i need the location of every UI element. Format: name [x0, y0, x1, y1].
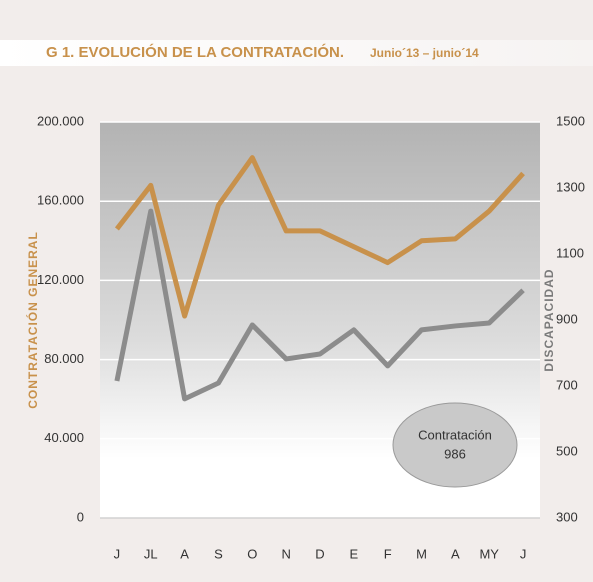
y2-axis-label: DISCAPACIDAD	[542, 268, 556, 371]
y-tick-label: 160.000	[37, 193, 84, 208]
x-tick-label: N	[281, 546, 290, 561]
y2-tick-label: 500	[556, 443, 578, 458]
series-line	[114, 155, 525, 319]
y2-tick-label: 900	[556, 311, 578, 326]
y-tick-label: 200.000	[37, 113, 84, 128]
x-tick-label: A	[180, 546, 189, 561]
y2-tick-label: 1300	[556, 179, 585, 194]
x-tick-label: MY	[479, 546, 499, 561]
y-tick-label: 0	[77, 509, 84, 524]
title-band	[0, 40, 593, 66]
x-tick-label: O	[247, 546, 257, 561]
series-line	[114, 208, 525, 402]
x-tick-label: A	[451, 546, 460, 561]
y2-tick-label: 1100	[556, 245, 584, 260]
annotation-text: 986	[444, 446, 466, 461]
y-tick-label: 80.000	[44, 351, 84, 366]
x-tick-label: D	[315, 546, 324, 561]
x-tick-label: JL	[144, 546, 158, 561]
annotation-bubble	[392, 402, 518, 488]
x-tick-label: E	[350, 546, 359, 561]
x-tick-label: J	[114, 546, 121, 561]
x-tick-label: J	[520, 546, 527, 561]
annotation-text: Contratación	[418, 427, 492, 442]
marks: 0 40.000 80.000 120.000 160.000 200.000 300 500…	[37, 113, 585, 561]
y2-tick-label: 300	[556, 509, 578, 524]
y-axis-label: CONTRATACIÓN GENERAL	[25, 231, 40, 409]
x-tick-label: M	[416, 546, 427, 561]
y2-tick-label: 1500	[556, 113, 585, 128]
y-tick-label: 120.000	[37, 272, 84, 287]
chart-subtitle: Junio´13 – junio´14	[370, 46, 479, 60]
x-tick-label: S	[214, 546, 223, 561]
chart-title: G 1. EVOLUCIÓN DE LA CONTRATACIÓN.	[46, 43, 344, 61]
y2-tick-label: 700	[556, 377, 578, 392]
x-tick-label: F	[384, 546, 392, 561]
y-tick-label: 40.000	[44, 430, 84, 445]
